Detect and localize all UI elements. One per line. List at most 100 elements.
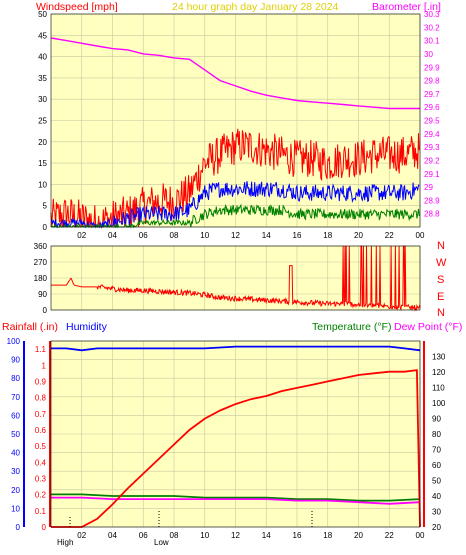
temperature-ytick-label: 80 — [432, 430, 441, 439]
wind-ytick-label: 15 — [38, 159, 47, 168]
rain-ytick-label: 0.4 — [35, 458, 47, 467]
temperature-ytick-label: 90 — [432, 415, 441, 424]
wind-xtick-label: 16 — [293, 231, 302, 240]
rain-series-line — [51, 369, 421, 528]
wind-xtick-label: 20 — [354, 231, 363, 240]
lower-xtick-label: 12 — [231, 531, 240, 540]
wind-xtick-label: 18 — [323, 231, 332, 240]
barometer-ytick-label: 30.1 — [424, 37, 440, 46]
wind-ytick-label: 25 — [38, 117, 47, 126]
direction-series — [51, 245, 421, 312]
temperature-ytick-label: 20 — [432, 523, 441, 532]
barometer-ytick-label: 30.2 — [424, 23, 440, 32]
temperature-ytick-label: 110 — [432, 384, 445, 393]
rainfall-axis-title: Rainfall (.in) — [2, 321, 58, 333]
windspeed-axis-title: Windspeed [mph] — [36, 1, 118, 13]
wind-gust-series — [50, 128, 420, 229]
wind-xtick-label: 12 — [231, 231, 240, 240]
lower-xtick-label: 00 — [416, 531, 425, 540]
direction-ytick-label: 0 — [43, 306, 48, 315]
dewpoint-axis-title: Dew Point (°F) — [394, 321, 462, 333]
wind-ytick-label: 35 — [38, 74, 47, 83]
temperature-ytick-label: 60 — [432, 461, 441, 470]
humidity-ytick-label: 50 — [11, 430, 20, 439]
rain-ytick-label: 1 — [42, 361, 47, 370]
wind-ytick-label: 30 — [38, 95, 47, 104]
lower-series — [51, 345, 421, 528]
barometer-series — [50, 37, 420, 110]
direction-letter-e: E — [437, 291, 444, 303]
rain-ytick-label: 0 — [42, 523, 47, 532]
lower-xtick-label: 08 — [170, 531, 179, 540]
rain-ytick-label: 0.6 — [35, 426, 47, 435]
lower-xtick-label: 20 — [354, 531, 363, 540]
humidity-ytick-label: 60 — [11, 411, 20, 420]
wind-xtick-label: 14 — [262, 231, 271, 240]
barometer-ytick-label: 29.3 — [424, 143, 440, 152]
temperature-ytick-label: 130 — [432, 353, 446, 362]
humidity-ytick-label: 10 — [11, 504, 20, 513]
wind-xtick-label: 08 — [170, 231, 179, 240]
direction-letter-w: W — [436, 257, 447, 269]
wind-ytick-label: 45 — [38, 31, 47, 40]
barometer-ytick-label: 30.3 — [424, 10, 440, 19]
barometer-ytick-label: 29.5 — [424, 117, 440, 126]
rain-ytick-label: 0.5 — [35, 442, 47, 451]
wind-xtick-label: 10 — [200, 231, 209, 240]
humidity-ytick-label: 20 — [11, 486, 20, 495]
wind-ytick-label: 0 — [43, 223, 48, 232]
lower-xtick-label: 22 — [385, 531, 394, 540]
barometer-ytick-label: 29.2 — [424, 156, 440, 165]
wind-ytick-label: 40 — [38, 53, 47, 62]
humidity-ytick-label: 100 — [7, 337, 21, 346]
barometer-ytick-label: 29 — [424, 183, 433, 192]
direction-ytick-label: 270 — [34, 258, 48, 267]
high-marker-label: High — [57, 538, 73, 547]
wind-ytick-label: 20 — [38, 138, 47, 147]
direction-axes: 0 90 180 270 360 — [34, 242, 421, 315]
direction-letter-s: S — [437, 274, 444, 286]
rain-ytick-label: 0.8 — [35, 394, 47, 403]
direction-letter-n-top: N — [437, 240, 445, 252]
wind-ytick-label: 10 — [38, 180, 47, 189]
lower-xtick-label: 10 — [200, 531, 209, 540]
barometer-series-line — [50, 37, 420, 110]
lower-xtick-label: 02 — [77, 531, 86, 540]
temperature-ytick-label: 40 — [432, 492, 441, 501]
temperature-axis-title: Temperature (°F) — [312, 321, 391, 333]
rain-ytick-label: 0.7 — [35, 410, 47, 419]
humidity-series-line — [51, 345, 421, 352]
rain-ytick-label: 0.3 — [35, 474, 47, 483]
wind-ytick-label: 50 — [38, 10, 47, 19]
humidity-ytick-label: 90 — [11, 356, 20, 365]
lower-xtick-label: 16 — [293, 531, 302, 540]
barometer-ytick-label: 29.9 — [424, 63, 440, 72]
wind-xtick-label: 22 — [385, 231, 394, 240]
dewpoint-series-line — [51, 496, 421, 505]
chart-title: 24 hour graph day January 28 2024 — [172, 1, 339, 13]
direction-series-line — [51, 245, 421, 312]
temperature-series-line — [51, 493, 421, 502]
humidity-ytick-label: 80 — [11, 374, 20, 383]
temperature-ytick-label: 70 — [432, 446, 441, 455]
rain-ytick-label: 0.1 — [35, 507, 47, 516]
direction-ytick-label: 90 — [38, 290, 47, 299]
wind-xtick-label: 02 — [77, 231, 86, 240]
rain-ytick-label: 1.1 — [35, 345, 47, 354]
barometer-ytick-label: 29.4 — [424, 130, 440, 139]
humidity-ytick-label: 70 — [11, 393, 20, 402]
rain-ytick-label: 0.9 — [35, 377, 47, 386]
wind-xtick-label: 06 — [139, 231, 148, 240]
humidity-ytick-label: 0 — [16, 523, 21, 532]
temperature-ytick-label: 30 — [432, 508, 441, 517]
barometer-ytick-label: 28.8 — [424, 210, 440, 219]
lower-xtick-label: 14 — [262, 531, 271, 540]
lower-xtick-label: 18 — [323, 531, 332, 540]
direction-ytick-label: 360 — [34, 242, 48, 251]
direction-panel-frame — [50, 245, 421, 311]
humidity-axis-title: Humidity — [66, 321, 108, 333]
low-marker-label: Low — [154, 538, 169, 547]
temperature-ytick-label: 100 — [432, 399, 446, 408]
direction-letter-n-bottom: N — [437, 307, 445, 319]
